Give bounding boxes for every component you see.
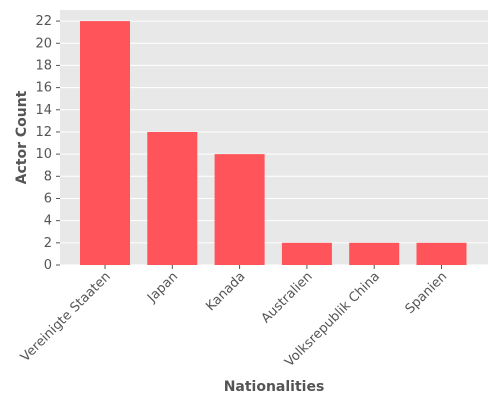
y-tick-label: 8	[44, 169, 52, 184]
y-axis-title: Actor Count	[14, 90, 30, 184]
bar	[147, 131, 198, 265]
y-tick-label: 12	[35, 125, 52, 140]
x-tick-label: Kanada	[203, 269, 248, 314]
x-tick-label: Spanien	[403, 269, 451, 317]
x-axis-ticks: Vereinigte Staaten Japan Kanada AustralienV…	[18, 265, 450, 370]
plot-area	[60, 10, 488, 265]
y-axis-ticks: 0 2 4 6 8 10 12 14 16 18 20 22	[35, 14, 60, 273]
y-tick-label: 10	[35, 147, 52, 162]
y-tick-label: 6	[44, 191, 52, 206]
y-tick-label: 0	[44, 258, 52, 273]
bar	[214, 154, 265, 265]
bar	[349, 242, 400, 265]
x-axis-title: Nationalities	[224, 379, 325, 395]
y-tick-label: 4	[44, 214, 52, 229]
x-tick-label: Australien	[259, 269, 316, 326]
y-tick-label: 20	[35, 36, 52, 51]
bars	[80, 21, 467, 265]
bar	[80, 21, 130, 265]
x-tick-label: Vereinigte Staaten	[18, 269, 114, 365]
x-tick-label: Japan	[144, 269, 181, 306]
bar	[281, 242, 332, 265]
y-tick-label: 14	[35, 103, 52, 118]
grid-lines	[60, 20, 488, 266]
y-tick-label: 2	[44, 236, 52, 251]
bar	[416, 242, 467, 265]
y-tick-label: 18	[35, 58, 52, 73]
y-tick-label: 22	[35, 14, 52, 29]
y-tick-label: 16	[35, 81, 52, 96]
